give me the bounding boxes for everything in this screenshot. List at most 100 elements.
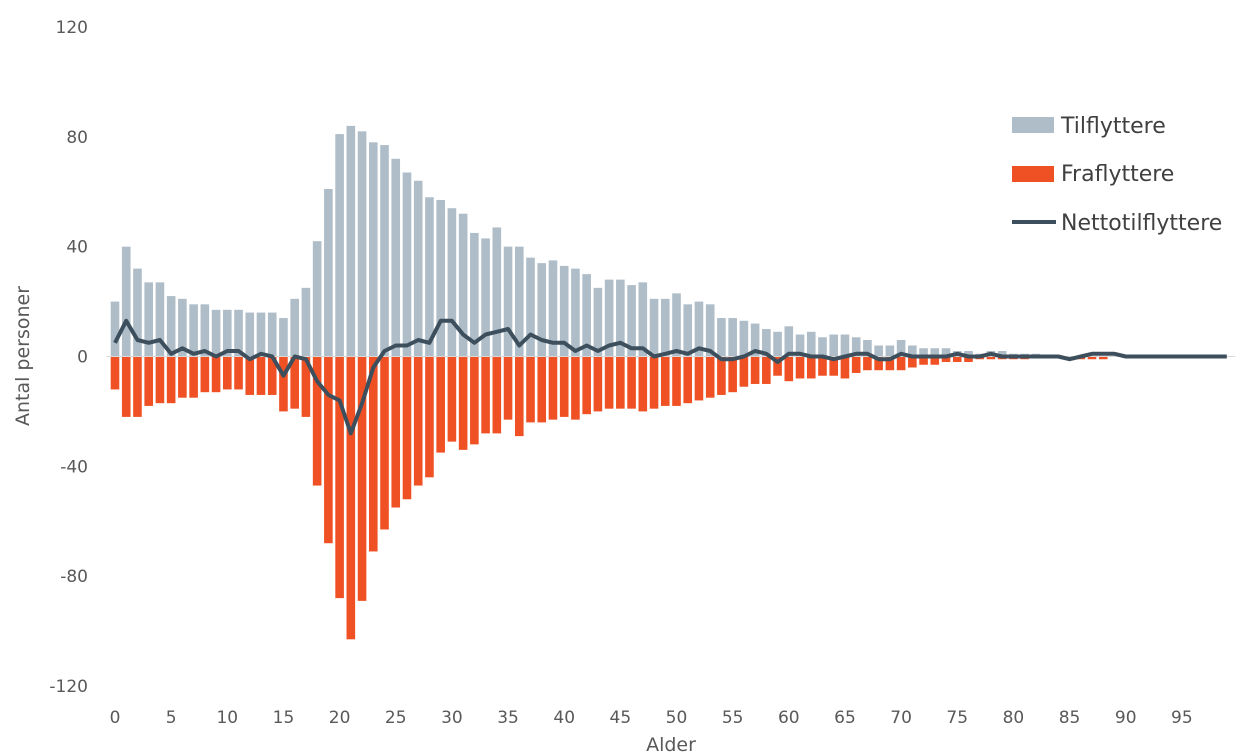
bar-fraflyttere [750, 356, 760, 384]
bar-fraflyttere [301, 356, 311, 417]
bar-fraflyttere [784, 356, 794, 382]
bar-tilflyttere [672, 293, 681, 357]
bar-fraflyttere [267, 356, 277, 395]
x-tick-label: 40 [553, 708, 575, 728]
bar-tilflyttere [616, 279, 625, 357]
bar-fraflyttere [908, 356, 917, 368]
bar-tilflyttere [267, 312, 277, 357]
bar-tilflyttere [784, 326, 794, 357]
bar-fraflyttere [324, 356, 333, 544]
tilflyttere-bars [110, 125, 1041, 357]
bar-fraflyttere [256, 356, 266, 395]
bar-fraflyttere [649, 356, 659, 409]
legend-label-tilflyttere: Tilflyttere [1060, 114, 1166, 139]
bar-tilflyttere [245, 312, 255, 357]
bar-fraflyttere [559, 356, 569, 417]
x-tick-label: 80 [1003, 708, 1025, 728]
bar-fraflyttere [874, 356, 883, 371]
bar-fraflyttere [694, 356, 704, 401]
bar-tilflyttere [694, 301, 704, 357]
bar-tilflyttere [380, 145, 389, 357]
y-axis-title: Antal personer [12, 286, 34, 426]
bar-tilflyttere [851, 337, 861, 357]
bar-fraflyttere [1098, 356, 1108, 360]
y-tick-label: -120 [49, 677, 88, 697]
bar-fraflyttere [683, 356, 693, 404]
bar-fraflyttere [121, 356, 131, 417]
bar-tilflyttere [717, 318, 726, 357]
bar-tilflyttere [806, 331, 816, 357]
bar-tilflyttere [391, 158, 401, 357]
y-tick-label: 80 [66, 128, 88, 148]
y-tick-label: 0 [77, 348, 88, 368]
bar-tilflyttere [189, 304, 198, 357]
bar-fraflyttere [335, 356, 344, 599]
x-tick-label: 5 [166, 708, 177, 728]
bar-fraflyttere [133, 356, 142, 417]
bar-fraflyttere [773, 356, 782, 376]
bar-fraflyttere [413, 356, 423, 486]
bar-tilflyttere [110, 301, 120, 357]
bar-fraflyttere [930, 356, 940, 365]
nettotilflyttere-line [113, 318, 1227, 436]
bar-fraflyttere [279, 356, 288, 412]
legend: Tilflyttere Fraflyttere Nettotilflyttere [1012, 114, 1222, 236]
bar-tilflyttere [660, 298, 670, 357]
bar-tilflyttere [144, 282, 153, 357]
x-tick-label: 70 [890, 708, 912, 728]
bar-fraflyttere [357, 356, 367, 601]
bar-tilflyttere [840, 334, 850, 357]
bar-fraflyttere [470, 356, 479, 445]
bar-tilflyttere [705, 304, 715, 357]
x-tick-label: 35 [497, 708, 519, 728]
bar-fraflyttere [223, 356, 232, 390]
x-tick-label: 65 [834, 708, 856, 728]
bar-tilflyttere [514, 246, 524, 357]
bar-fraflyttere [526, 356, 535, 423]
x-tick-label: 20 [329, 708, 351, 728]
bar-tilflyttere [582, 274, 591, 357]
bar-fraflyttere [616, 356, 625, 409]
bar-fraflyttere [762, 356, 771, 384]
bar-fraflyttere [739, 356, 749, 387]
bar-tilflyttere [649, 298, 659, 357]
bar-fraflyttere [391, 356, 401, 508]
x-tick-label: 15 [273, 708, 295, 728]
bar-fraflyttere [840, 356, 850, 379]
bar-tilflyttere [795, 334, 805, 357]
bar-tilflyttere [503, 246, 513, 357]
bar-fraflyttere [110, 356, 120, 390]
bar-fraflyttere [818, 356, 827, 376]
bar-fraflyttere [245, 356, 255, 395]
bar-tilflyttere [200, 304, 210, 357]
bar-tilflyttere [559, 265, 569, 357]
bar-tilflyttere [133, 268, 142, 357]
x-axis-ticks: 0 5 10 15 20 25 30 35 40 45 50 55 60 65 70 75 80 85 90 95 [110, 708, 1193, 728]
bar-tilflyttere [537, 263, 547, 357]
x-tick-label: 95 [1171, 708, 1193, 728]
x-tick-label: 0 [110, 708, 121, 728]
y-tick-label: 40 [66, 238, 88, 258]
bar-fraflyttere [952, 356, 962, 362]
bar-fraflyttere [829, 356, 839, 376]
x-tick-label: 60 [778, 708, 800, 728]
bar-fraflyttere [189, 356, 198, 398]
bar-tilflyttere [627, 285, 636, 357]
bar-tilflyttere [279, 318, 288, 357]
bar-tilflyttere [997, 351, 1007, 357]
bar-tilflyttere [458, 213, 468, 357]
bar-fraflyttere [896, 356, 906, 371]
bar-fraflyttere [863, 356, 872, 371]
bar-tilflyttere [571, 268, 580, 357]
bar-fraflyttere [290, 356, 299, 409]
x-axis-title: Alder [646, 734, 696, 756]
bar-fraflyttere [402, 356, 412, 500]
bar-fraflyttere [705, 356, 715, 398]
bar-fraflyttere [503, 356, 513, 420]
bar-fraflyttere [346, 356, 356, 640]
bar-fraflyttere [717, 356, 726, 395]
bar-tilflyttere [234, 309, 243, 357]
bar-tilflyttere [357, 131, 367, 357]
bar-tilflyttere [750, 323, 760, 357]
